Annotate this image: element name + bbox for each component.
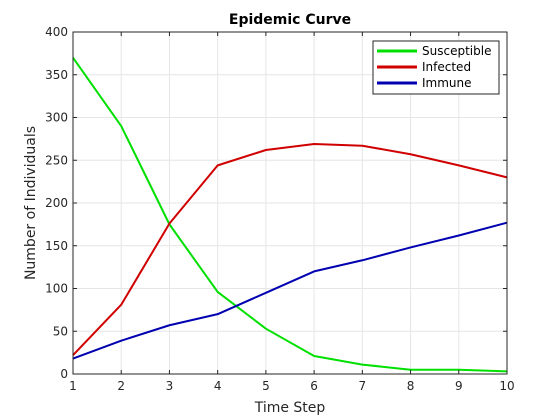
x-tick-label: 5 (262, 379, 270, 393)
legend-label-infected: Infected (422, 60, 471, 74)
y-tick-label: 0 (60, 367, 68, 381)
y-axis-label: Number of Individuals (23, 126, 39, 280)
legend-label-immune: Immune (422, 76, 472, 90)
y-tick-label: 300 (45, 111, 68, 125)
y-tick-label: 250 (45, 153, 68, 167)
x-tick-label: 1 (69, 379, 77, 393)
y-tick-label: 150 (45, 239, 68, 253)
x-tick-label: 8 (407, 379, 415, 393)
x-tick-label: 2 (117, 379, 125, 393)
y-tick-label: 100 (45, 282, 68, 296)
series-line-susceptible (72, 57, 508, 373)
x-tick-label: 7 (359, 379, 367, 393)
series-line-immune (72, 221, 508, 360)
x-tick-label: 6 (310, 379, 318, 393)
chart-title: Epidemic Curve (229, 12, 351, 28)
x-tick-label: 4 (214, 379, 222, 393)
legend: Susceptible Infected Immune (372, 40, 500, 95)
x-tick-label: 10 (499, 379, 514, 393)
series-line-infected (72, 143, 508, 356)
x-tick-label: 3 (166, 379, 174, 393)
y-tick-label: 350 (45, 68, 68, 82)
x-tick-label: 9 (455, 379, 463, 393)
y-tick-label: 400 (45, 25, 68, 39)
y-tick-label: 200 (45, 196, 68, 210)
series-lines (72, 57, 508, 373)
legend-label-susceptible: Susceptible (422, 44, 491, 58)
y-tick-label: 50 (53, 324, 68, 338)
x-axis-label: Time Step (254, 400, 326, 416)
